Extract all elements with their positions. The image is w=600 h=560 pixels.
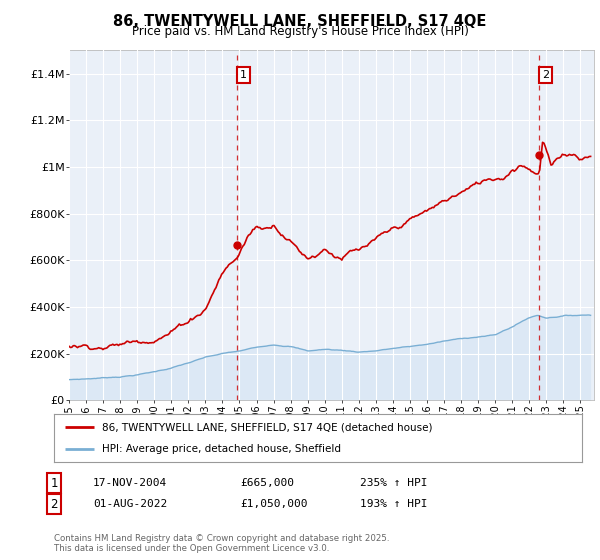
Text: 235% ↑ HPI: 235% ↑ HPI <box>360 478 427 488</box>
Text: 2: 2 <box>50 497 58 511</box>
Text: 2: 2 <box>542 70 549 80</box>
Text: 193% ↑ HPI: 193% ↑ HPI <box>360 499 427 509</box>
Text: £1,050,000: £1,050,000 <box>240 499 308 509</box>
Text: 01-AUG-2022: 01-AUG-2022 <box>93 499 167 509</box>
Text: Contains HM Land Registry data © Crown copyright and database right 2025.
This d: Contains HM Land Registry data © Crown c… <box>54 534 389 553</box>
Text: 1: 1 <box>50 477 58 490</box>
Text: 1: 1 <box>240 70 247 80</box>
Text: 17-NOV-2004: 17-NOV-2004 <box>93 478 167 488</box>
Text: Price paid vs. HM Land Registry's House Price Index (HPI): Price paid vs. HM Land Registry's House … <box>131 25 469 38</box>
Text: £665,000: £665,000 <box>240 478 294 488</box>
Text: 86, TWENTYWELL LANE, SHEFFIELD, S17 4QE: 86, TWENTYWELL LANE, SHEFFIELD, S17 4QE <box>113 14 487 29</box>
Text: HPI: Average price, detached house, Sheffield: HPI: Average price, detached house, Shef… <box>101 444 341 454</box>
Text: 86, TWENTYWELL LANE, SHEFFIELD, S17 4QE (detached house): 86, TWENTYWELL LANE, SHEFFIELD, S17 4QE … <box>101 422 432 432</box>
